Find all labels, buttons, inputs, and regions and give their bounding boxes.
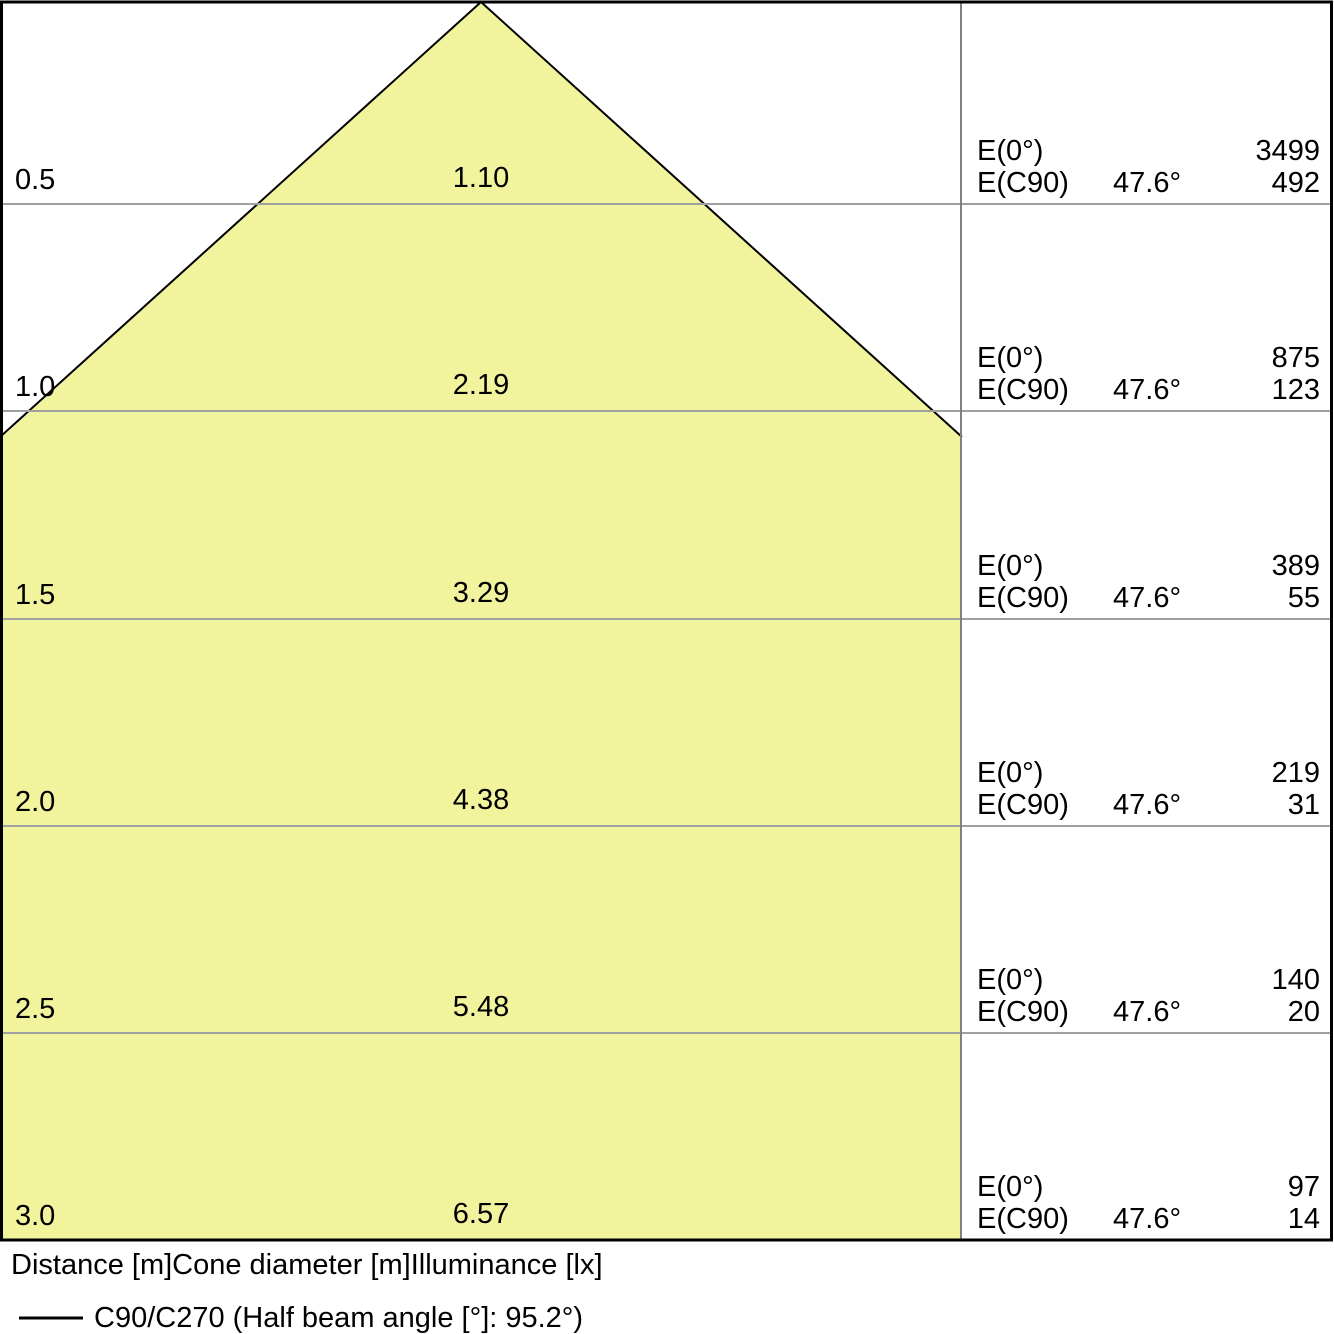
ec90-angle: 47.6°: [1113, 996, 1182, 1028]
cone-diameter-label: 3.29: [452, 577, 510, 609]
ec90-illuminance-value: 55: [1287, 582, 1320, 614]
distance-label: 0.5: [15, 164, 56, 196]
cone-diameter-label: 5.48: [452, 991, 510, 1023]
distance-label: 1.5: [15, 579, 56, 611]
e0-illuminance-value: 389: [1271, 550, 1320, 582]
ec90-illuminance-value: 492: [1271, 167, 1320, 199]
legend-label: C90/C270 (Half beam angle [°]: 95.2°): [94, 1302, 584, 1334]
ec90-angle: 47.6°: [1113, 167, 1182, 199]
ec90-angle: 47.6°: [1113, 1203, 1182, 1235]
e0-label: E(0°): [977, 757, 1044, 789]
axis-caption: Distance [m]Cone diameter [m]Illuminance…: [11, 1249, 603, 1281]
e0-illuminance-value: 875: [1271, 342, 1320, 374]
e0-illuminance-value: 140: [1271, 964, 1320, 996]
ec90-illuminance-value: 123: [1271, 374, 1320, 406]
ec90-label: E(C90): [977, 167, 1069, 199]
e0-label: E(0°): [977, 550, 1044, 582]
cone-edge-left-line: [0, 1, 482, 438]
ec90-angle: 47.6°: [1113, 582, 1182, 614]
ec90-illuminance-value: 31: [1287, 789, 1320, 821]
light-cone-shape: [2, 2, 962, 1240]
e0-label: E(0°): [977, 342, 1044, 374]
ec90-label: E(C90): [977, 582, 1069, 614]
ec90-illuminance-value: 14: [1287, 1203, 1320, 1235]
cone-diameter-label: 4.38: [452, 784, 510, 816]
ec90-label: E(C90): [977, 789, 1069, 821]
e0-label: E(0°): [977, 135, 1044, 167]
ec90-label: E(C90): [977, 374, 1069, 406]
distance-label: 1.0: [15, 371, 56, 403]
e0-illuminance-value: 219: [1271, 757, 1320, 789]
diagram-border: [0, 0, 1333, 1242]
cone-diagram-svg: [0, 0, 1333, 1242]
ec90-angle: 47.6°: [1113, 789, 1182, 821]
cone-diameter-label: 1.10: [452, 162, 510, 194]
e0-label: E(0°): [977, 1171, 1044, 1203]
distance-label: 2.0: [15, 786, 56, 818]
cone-diameter-label: 6.57: [452, 1198, 510, 1230]
e0-label: E(0°): [977, 964, 1044, 996]
distance-label: 2.5: [15, 993, 56, 1025]
cone-edge-right-line: [480, 1, 963, 438]
distance-label: 3.0: [15, 1200, 56, 1232]
e0-illuminance-value: 97: [1287, 1171, 1320, 1203]
e0-illuminance-value: 3499: [1255, 135, 1320, 167]
cone-diameter-label: 2.19: [452, 369, 510, 401]
ec90-label: E(C90): [977, 996, 1069, 1028]
ec90-angle: 47.6°: [1113, 374, 1182, 406]
ec90-label: E(C90): [977, 1203, 1069, 1235]
legend-line: [19, 1316, 83, 1320]
ec90-illuminance-value: 20: [1287, 996, 1320, 1028]
